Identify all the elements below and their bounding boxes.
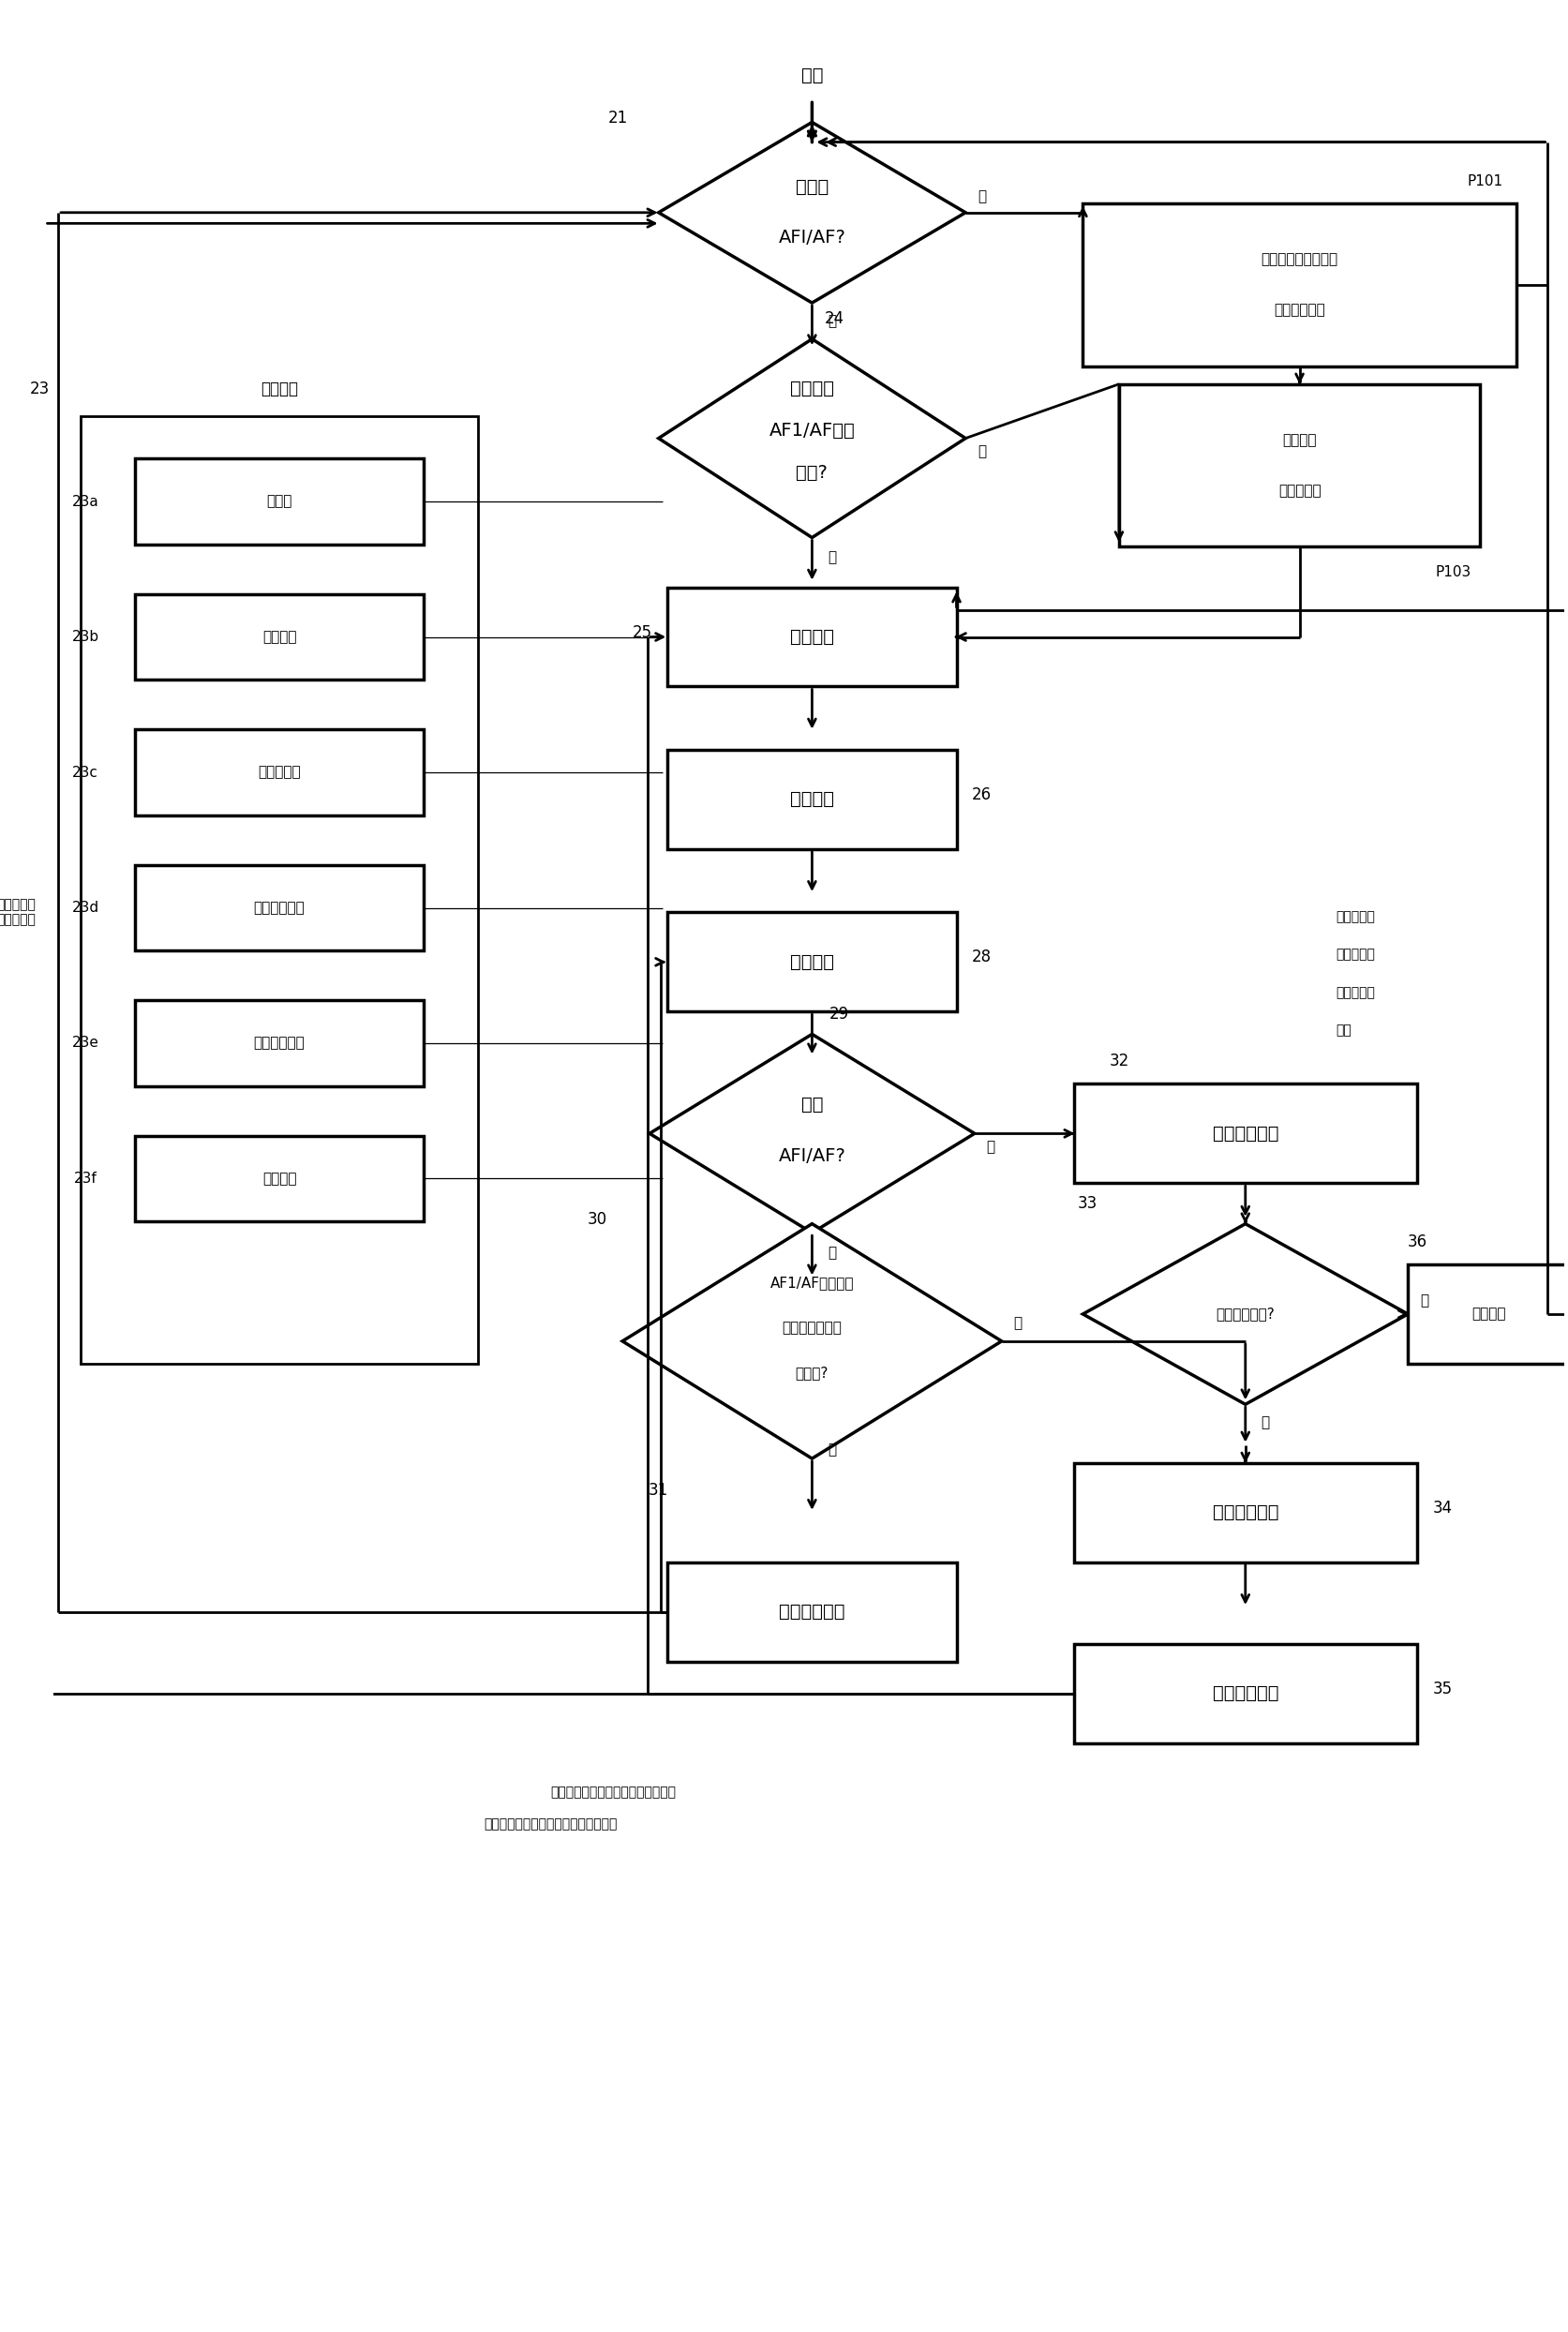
- Text: 连续优化算法: 连续优化算法: [1212, 1504, 1278, 1520]
- Text: 32: 32: [1109, 1052, 1129, 1070]
- Text: 开始: 开始: [801, 65, 823, 84]
- Bar: [135, 1000, 423, 1087]
- Text: 停止激励协议: 停止激励协议: [1212, 1124, 1278, 1143]
- Bar: [1120, 385, 1480, 546]
- Text: 23e: 23e: [72, 1035, 99, 1049]
- Text: 由装置测量到的心房: 由装置测量到的心房: [1261, 252, 1338, 266]
- Text: AFI/AF?: AFI/AF?: [778, 1147, 845, 1166]
- Bar: [1074, 1644, 1417, 1742]
- Text: 是: 是: [1421, 1294, 1428, 1308]
- Text: 改变激励参数并储存下一次激励应用: 改变激励参数并储存下一次激励应用: [550, 1786, 676, 1800]
- Text: 否: 否: [1261, 1416, 1270, 1430]
- Text: 的缺省参数: 的缺省参数: [1278, 483, 1320, 497]
- Text: 发送参数: 发送参数: [790, 791, 834, 809]
- Text: 35: 35: [1432, 1681, 1452, 1698]
- Text: 30: 30: [588, 1210, 607, 1227]
- Text: 波形形态: 波形形态: [262, 1171, 296, 1185]
- Text: 是: 是: [986, 1140, 996, 1154]
- Text: 33: 33: [1077, 1196, 1098, 1213]
- Text: 降低电击强度: 降低电击强度: [1212, 1684, 1278, 1702]
- Text: 终止: 终止: [801, 1096, 823, 1112]
- Text: 应用激励: 应用激励: [790, 954, 834, 970]
- Bar: [668, 1562, 956, 1663]
- Bar: [1074, 1462, 1417, 1562]
- Text: 23c: 23c: [72, 765, 99, 779]
- Text: 间低于最长允许: 间低于最长允许: [782, 1320, 842, 1334]
- Bar: [1074, 1084, 1417, 1182]
- Text: 23d: 23d: [72, 900, 99, 914]
- Text: 36: 36: [1406, 1234, 1427, 1250]
- Text: AF1/AF的持续时: AF1/AF的持续时: [770, 1276, 855, 1290]
- Text: 所有患者: 所有患者: [1283, 434, 1317, 448]
- Text: P101: P101: [1468, 175, 1502, 189]
- Text: 否: 否: [977, 189, 986, 203]
- Text: 参数用于下: 参数用于下: [1336, 949, 1375, 961]
- Text: 改变激励参数并储存下　一次激励应用: 改变激励参数并储存下 一次激励应用: [483, 1817, 616, 1831]
- Text: 应用电场强度: 应用电场强度: [254, 1035, 306, 1049]
- Text: P103: P103: [1435, 564, 1471, 578]
- Text: 28: 28: [972, 949, 991, 965]
- Text: 发送参数: 发送参数: [1472, 1306, 1507, 1322]
- Polygon shape: [622, 1224, 1002, 1458]
- Bar: [135, 730, 423, 816]
- Text: 一次激励的: 一次激励的: [1336, 986, 1375, 998]
- Bar: [135, 459, 423, 543]
- Text: 25: 25: [632, 625, 652, 641]
- Text: 电场配置序列: 电场配置序列: [254, 900, 306, 914]
- Bar: [135, 865, 423, 951]
- Text: 是: 是: [977, 445, 986, 459]
- Text: 29: 29: [829, 1005, 848, 1024]
- Text: 激励参数: 激励参数: [260, 380, 298, 396]
- Polygon shape: [659, 121, 966, 303]
- Polygon shape: [659, 338, 966, 539]
- Text: 26: 26: [972, 786, 991, 802]
- Text: 31: 31: [649, 1481, 668, 1499]
- Text: 否: 否: [828, 1444, 836, 1458]
- Text: 感应到的: 感应到的: [790, 380, 834, 396]
- Text: 否: 否: [828, 550, 836, 564]
- Text: 的时间?: 的时间?: [795, 1367, 828, 1381]
- Text: 是: 是: [828, 315, 836, 329]
- Text: 增强电击强度: 增强电击强度: [779, 1602, 845, 1621]
- Bar: [1408, 1264, 1568, 1364]
- Text: 23a: 23a: [72, 494, 99, 508]
- Bar: [668, 588, 956, 686]
- Polygon shape: [649, 1033, 975, 1234]
- Text: AFI/AF?: AFI/AF?: [778, 229, 845, 247]
- Bar: [1083, 203, 1516, 366]
- Text: 和心室激励阈: 和心室激励阈: [1273, 303, 1325, 317]
- Bar: [80, 415, 478, 1364]
- Polygon shape: [1083, 1224, 1408, 1404]
- Text: 21: 21: [608, 110, 627, 126]
- Text: 23f: 23f: [74, 1171, 97, 1185]
- Text: 24: 24: [825, 310, 845, 326]
- Text: 一击?: 一击?: [797, 464, 828, 480]
- Bar: [135, 595, 423, 681]
- Text: 23: 23: [30, 380, 50, 396]
- Text: 激励数: 激励数: [267, 494, 292, 508]
- Text: 感应的: 感应的: [795, 177, 828, 196]
- Bar: [135, 1136, 423, 1222]
- Text: 发送: 发送: [1336, 1024, 1352, 1038]
- Text: 23b: 23b: [72, 630, 99, 644]
- Bar: [668, 751, 956, 849]
- Text: 电场设置数: 电场设置数: [259, 765, 301, 779]
- Text: 改变激励参
数并且重复: 改变激励参 数并且重复: [0, 898, 36, 926]
- Text: 储存参数: 储存参数: [790, 627, 834, 646]
- Text: 后续成功终止?: 后续成功终止?: [1217, 1306, 1275, 1322]
- Text: 34: 34: [1432, 1499, 1452, 1516]
- Text: 是: 是: [1013, 1315, 1022, 1329]
- Text: 激励频率: 激励频率: [262, 630, 296, 644]
- Text: 否: 否: [828, 1245, 836, 1259]
- Bar: [668, 912, 956, 1012]
- Text: 保存发送的: 保存发送的: [1336, 909, 1375, 923]
- Text: AF1/AF的第: AF1/AF的第: [768, 422, 855, 441]
